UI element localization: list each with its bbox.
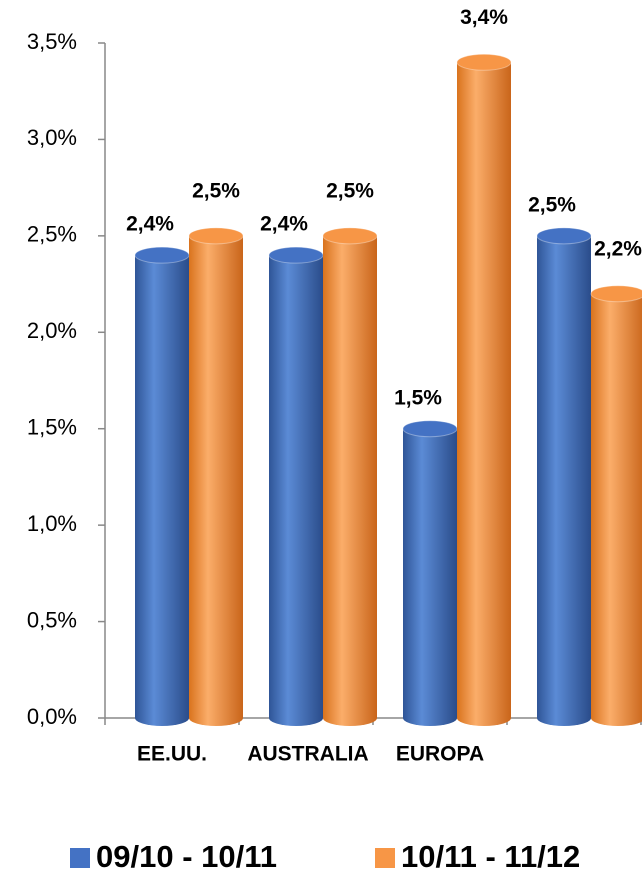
x-tick-label: AUSTRALIA <box>247 743 368 766</box>
bar-body <box>189 235 243 718</box>
bar <box>456 53 512 726</box>
value-label: 2,2% <box>594 237 642 260</box>
y-tick-label: 0,0% <box>27 704 77 729</box>
bar-base <box>189 710 243 726</box>
legend-label: 09/10 - 10/11 <box>96 839 277 874</box>
bar-body <box>323 235 377 718</box>
bar-body <box>591 293 642 718</box>
bar <box>536 227 592 726</box>
value-label: 2,5% <box>326 179 374 202</box>
value-label: 2,4% <box>260 213 308 236</box>
bar <box>188 227 244 726</box>
x-tick-label: EE.UU. <box>137 743 207 766</box>
x-tick-label: EUROPA <box>396 743 484 766</box>
bar-body <box>403 428 457 718</box>
y-tick-label: 0,5% <box>27 607 77 632</box>
bar-base <box>135 710 189 726</box>
value-label: 2,4% <box>126 213 174 236</box>
legend-swatch <box>70 848 90 868</box>
bar <box>402 420 458 726</box>
bar-top <box>590 285 642 303</box>
bar-top <box>188 227 244 245</box>
y-tick-label: 3,0% <box>27 125 77 150</box>
bar-body <box>135 255 189 718</box>
bar-top <box>268 246 324 264</box>
bar-base <box>403 710 457 726</box>
bar-top <box>456 53 512 71</box>
bar-base <box>537 710 591 726</box>
y-tick-label: 2,0% <box>27 318 77 343</box>
value-label: 2,5% <box>528 193 576 216</box>
y-tick-label: 1,5% <box>27 415 77 440</box>
value-label: 2,5% <box>192 179 240 202</box>
bar-base <box>457 710 511 726</box>
bar-base <box>269 710 323 726</box>
value-label: 1,5% <box>394 386 442 409</box>
y-tick-label: 1,0% <box>27 511 77 536</box>
bar-top <box>402 420 458 438</box>
bar <box>590 285 642 726</box>
bar <box>268 246 324 726</box>
y-tick-label: 2,5% <box>27 222 77 247</box>
bar <box>322 227 378 726</box>
bar-body <box>537 235 591 718</box>
bar-base <box>323 710 377 726</box>
value-label: 3,4% <box>460 6 508 29</box>
bar-top <box>134 246 190 264</box>
legend-swatch <box>375 848 395 868</box>
bar-base <box>591 710 642 726</box>
bar-top <box>536 227 592 245</box>
bar-body <box>269 255 323 718</box>
y-tick-label: 3,5% <box>27 29 77 54</box>
bar <box>134 246 190 726</box>
legend-label: 10/11 - 11/12 <box>401 839 580 874</box>
bar-body <box>457 62 511 719</box>
bar-top <box>322 227 378 245</box>
